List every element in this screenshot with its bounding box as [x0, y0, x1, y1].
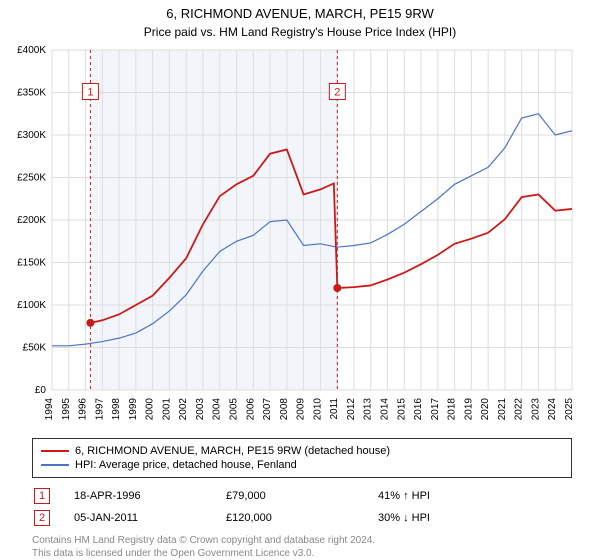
x-tick-label: 2023: [530, 398, 541, 421]
footer: Contains HM Land Registry data © Crown c…: [32, 534, 572, 560]
x-tick-label: 2005: [229, 398, 240, 421]
table-row: 1 18-APR-1996 £79,000 41% ↑ HPI: [34, 486, 570, 506]
legend-swatch-hpi: [41, 464, 69, 466]
table-row: 2 05-JAN-2011 £120,000 30% ↓ HPI: [34, 508, 570, 528]
x-tick-label: 2020: [480, 398, 491, 421]
x-tick-label: 2022: [514, 398, 525, 421]
x-tick-label: 2008: [279, 398, 290, 421]
x-tick-label: 2011: [329, 398, 340, 420]
legend-label-hpi: HPI: Average price, detached house, Fenl…: [75, 459, 297, 471]
event-badge: 2: [34, 510, 50, 526]
event-date: 05-JAN-2011: [74, 508, 224, 528]
y-tick-label: £300K: [17, 130, 46, 141]
x-tick-label: 2021: [497, 398, 508, 421]
y-tick-label: £350K: [17, 88, 46, 99]
x-tick-label: 2001: [161, 398, 172, 421]
x-tick-label: 2013: [363, 398, 374, 421]
x-tick-label: 1997: [94, 398, 105, 421]
x-tick-label: 2006: [245, 398, 256, 421]
x-tick-label: 2007: [262, 398, 273, 421]
y-tick-label: £100K: [17, 300, 46, 311]
legend-row: 6, RICHMOND AVENUE, MARCH, PE15 9RW (det…: [41, 445, 563, 457]
x-tick-label: 2000: [145, 398, 156, 421]
x-tick-label: 2024: [547, 398, 558, 421]
x-tick-label: 1998: [111, 398, 122, 421]
event-delta: 41% ↑ HPI: [378, 486, 570, 506]
event-marker: [333, 284, 341, 292]
y-tick-label: £50K: [23, 343, 47, 354]
legend-label-subject: 6, RICHMOND AVENUE, MARCH, PE15 9RW (det…: [75, 445, 390, 457]
y-tick-label: £200K: [17, 215, 46, 226]
x-tick-label: 1996: [78, 398, 89, 421]
footer-line2: This data is licensed under the Open Gov…: [32, 547, 572, 560]
event-date: 18-APR-1996: [74, 486, 224, 506]
event-badge: 1: [34, 488, 50, 504]
x-tick-label: 1995: [61, 398, 72, 421]
x-tick-label: 2002: [178, 398, 189, 421]
x-tick-label: 2014: [379, 398, 390, 421]
x-tick-label: 1994: [44, 398, 55, 421]
legend-row: HPI: Average price, detached house, Fenl…: [41, 459, 563, 471]
x-tick-label: 2012: [346, 398, 357, 421]
x-tick-label: 2018: [447, 398, 458, 421]
footer-line1: Contains HM Land Registry data © Crown c…: [32, 534, 572, 547]
x-tick-label: 2004: [212, 398, 223, 421]
x-tick-label: 2009: [296, 398, 307, 421]
event-marker: [86, 319, 94, 327]
x-tick-label: 2003: [195, 398, 206, 421]
price-chart: 6, RICHMOND AVENUE, MARCH, PE15 9RW Price…: [0, 0, 600, 436]
chart-subtitle: Price paid vs. HM Land Registry's House …: [144, 25, 456, 39]
y-tick-label: £0: [35, 385, 47, 396]
event-label-num: 2: [334, 87, 340, 99]
x-tick-label: 2019: [463, 398, 474, 421]
x-tick-label: 2010: [312, 398, 323, 421]
x-tick-label: 2016: [413, 398, 424, 421]
y-tick-label: £150K: [17, 258, 46, 269]
event-delta: 30% ↓ HPI: [378, 508, 570, 528]
y-tick-label: £250K: [17, 173, 46, 184]
x-tick-label: 2017: [430, 398, 441, 421]
legend: 6, RICHMOND AVENUE, MARCH, PE15 9RW (det…: [32, 438, 572, 478]
y-tick-label: £400K: [17, 45, 46, 56]
event-label-num: 1: [87, 87, 93, 99]
x-tick-label: 1999: [128, 398, 139, 421]
x-tick-label: 2015: [396, 398, 407, 421]
events-table: 1 18-APR-1996 £79,000 41% ↑ HPI 2 05-JAN…: [32, 484, 572, 530]
x-tick-label: 2025: [564, 398, 575, 421]
chart-title: 6, RICHMOND AVENUE, MARCH, PE15 9RW: [166, 6, 434, 21]
legend-swatch-subject: [41, 450, 69, 452]
event-price: £120,000: [226, 508, 376, 528]
event-price: £79,000: [226, 486, 376, 506]
